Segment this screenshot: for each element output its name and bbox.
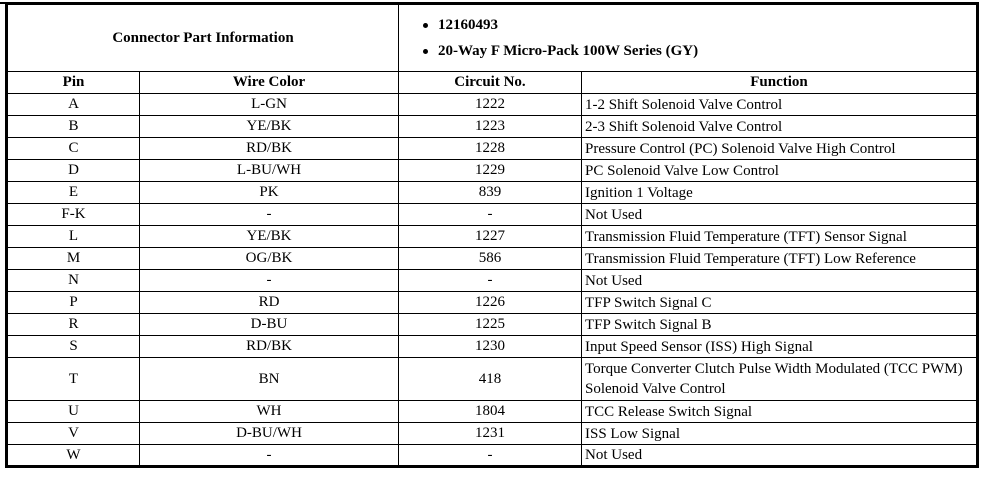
pin-cell: P — [6, 291, 140, 314]
table-row-pin-s: S RD/BK 1230 Input Speed Sensor (ISS) Hi… — [6, 335, 978, 358]
table-row-pin-t: T BN 418 Torque Converter Clutch Pulse W… — [6, 357, 978, 401]
connector-info-title: Connector Part Information — [6, 3, 399, 72]
pin-cell: C — [6, 137, 140, 160]
column-header-wire-color: Wire Color — [139, 71, 399, 94]
connector-series: 20-Way F Micro-Pack 100W Series (GY) — [438, 43, 699, 59]
part-number: 12160493 — [438, 17, 498, 33]
circuit-cell: 1229 — [398, 159, 582, 182]
function-cell: Input Speed Sensor (ISS) High Signal — [581, 335, 978, 358]
pin-cell: B — [6, 115, 140, 138]
function-cell: 2-3 Shift Solenoid Valve Control — [581, 115, 978, 138]
connector-part-details: 12160493 20-Way F Micro-Pack 100W Series… — [398, 3, 978, 72]
function-cell: TFP Switch Signal C — [581, 291, 978, 314]
circuit-cell: - — [398, 203, 582, 226]
connector-table: Connector Part Information 12160493 20-W… — [5, 2, 979, 468]
circuit-cell: 839 — [398, 181, 582, 204]
function-cell: PC Solenoid Valve Low Control — [581, 159, 978, 182]
function-cell: 1-2 Shift Solenoid Valve Control — [581, 93, 978, 116]
pin-cell: L — [6, 225, 140, 248]
circuit-cell: 1804 — [398, 400, 582, 423]
function-cell: Pressure Control (PC) Solenoid Valve Hig… — [581, 137, 978, 160]
column-header-row: Pin Wire Color Circuit No. Function — [6, 71, 978, 94]
wire-color-cell: - — [139, 269, 399, 292]
table-row-pin-m: M OG/BK 586 Transmission Fluid Temperatu… — [6, 247, 978, 270]
wire-color-cell: RD/BK — [139, 335, 399, 358]
bullet-icon — [423, 48, 428, 54]
table-row-pin-p: P RD 1226 TFP Switch Signal C — [6, 291, 978, 314]
pin-cell: R — [6, 313, 140, 336]
wire-color-cell: YE/BK — [139, 115, 399, 138]
function-cell: Not Used — [581, 203, 978, 226]
table-row-pin-d: D L-BU/WH 1229 PC Solenoid Valve Low Con… — [6, 159, 978, 182]
circuit-cell: 1227 — [398, 225, 582, 248]
wire-color-cell: RD — [139, 291, 399, 314]
wire-color-cell: RD/BK — [139, 137, 399, 160]
wire-color-cell: OG/BK — [139, 247, 399, 270]
table-row-pin-l: L YE/BK 1227 Transmission Fluid Temperat… — [6, 225, 978, 248]
wire-color-cell: - — [139, 444, 399, 467]
table-row-pin-v: V D-BU/WH 1231 ISS Low Signal — [6, 422, 978, 445]
function-cell: Ignition 1 Voltage — [581, 181, 978, 204]
circuit-cell: 1223 — [398, 115, 582, 138]
bullet-item: 12160493 — [423, 12, 974, 38]
function-cell: Transmission Fluid Temperature (TFT) Sen… — [581, 225, 978, 248]
circuit-cell: 586 — [398, 247, 582, 270]
circuit-cell: 1228 — [398, 137, 582, 160]
pin-cell: U — [6, 400, 140, 423]
circuit-cell: 418 — [398, 357, 582, 401]
function-cell: TCC Release Switch Signal — [581, 400, 978, 423]
pin-cell: D — [6, 159, 140, 182]
function-cell: Torque Converter Clutch Pulse Width Modu… — [581, 357, 978, 401]
function-cell: ISS Low Signal — [581, 422, 978, 445]
function-cell: TFP Switch Signal B — [581, 313, 978, 336]
table-row-pin-n: N - - Not Used — [6, 269, 978, 292]
pin-cell: V — [6, 422, 140, 445]
column-header-circuit-no: Circuit No. — [398, 71, 582, 94]
wire-color-cell: BN — [139, 357, 399, 401]
circuit-cell: - — [398, 269, 582, 292]
table-row-pin-c: C RD/BK 1228 Pressure Control (PC) Solen… — [6, 137, 978, 160]
table-row-pin-e: E PK 839 Ignition 1 Voltage — [6, 181, 978, 204]
pin-cell: A — [6, 93, 140, 116]
wire-color-cell: YE/BK — [139, 225, 399, 248]
circuit-cell: 1231 — [398, 422, 582, 445]
table-row-pin-w: W - - Not Used — [6, 444, 978, 467]
pin-cell: E — [6, 181, 140, 204]
wire-color-cell: L-BU/WH — [139, 159, 399, 182]
column-header-function: Function — [581, 71, 978, 94]
table-row-pin-u: U WH 1804 TCC Release Switch Signal — [6, 400, 978, 423]
column-header-pin: Pin — [6, 71, 140, 94]
pin-cell: T — [6, 357, 140, 401]
wire-color-cell: L-GN — [139, 93, 399, 116]
circuit-cell: 1230 — [398, 335, 582, 358]
wire-color-cell: D-BU/WH — [139, 422, 399, 445]
table-row-pin-f-k: F-K - - Not Used — [6, 203, 978, 226]
wire-color-cell: WH — [139, 400, 399, 423]
circuit-cell: 1225 — [398, 313, 582, 336]
pin-cell: S — [6, 335, 140, 358]
function-cell: Not Used — [581, 269, 978, 292]
circuit-cell: - — [398, 444, 582, 467]
function-cell: Not Used — [581, 444, 978, 467]
pin-cell: F-K — [6, 203, 140, 226]
connector-info-row: Connector Part Information 12160493 20-W… — [6, 3, 978, 72]
table-row-pin-r: R D-BU 1225 TFP Switch Signal B — [6, 313, 978, 336]
bullet-item: 20-Way F Micro-Pack 100W Series (GY) — [423, 38, 974, 64]
wire-color-cell: D-BU — [139, 313, 399, 336]
wire-color-cell: PK — [139, 181, 399, 204]
wire-color-cell: - — [139, 203, 399, 226]
pin-cell: M — [6, 247, 140, 270]
pin-cell: N — [6, 269, 140, 292]
function-cell: Transmission Fluid Temperature (TFT) Low… — [581, 247, 978, 270]
circuit-cell: 1226 — [398, 291, 582, 314]
table-row-pin-b: B YE/BK 1223 2-3 Shift Solenoid Valve Co… — [6, 115, 978, 138]
table-row-pin-a: A L-GN 1222 1-2 Shift Solenoid Valve Con… — [6, 93, 978, 116]
circuit-cell: 1222 — [398, 93, 582, 116]
pin-cell: W — [6, 444, 140, 467]
bullet-icon — [423, 22, 428, 28]
